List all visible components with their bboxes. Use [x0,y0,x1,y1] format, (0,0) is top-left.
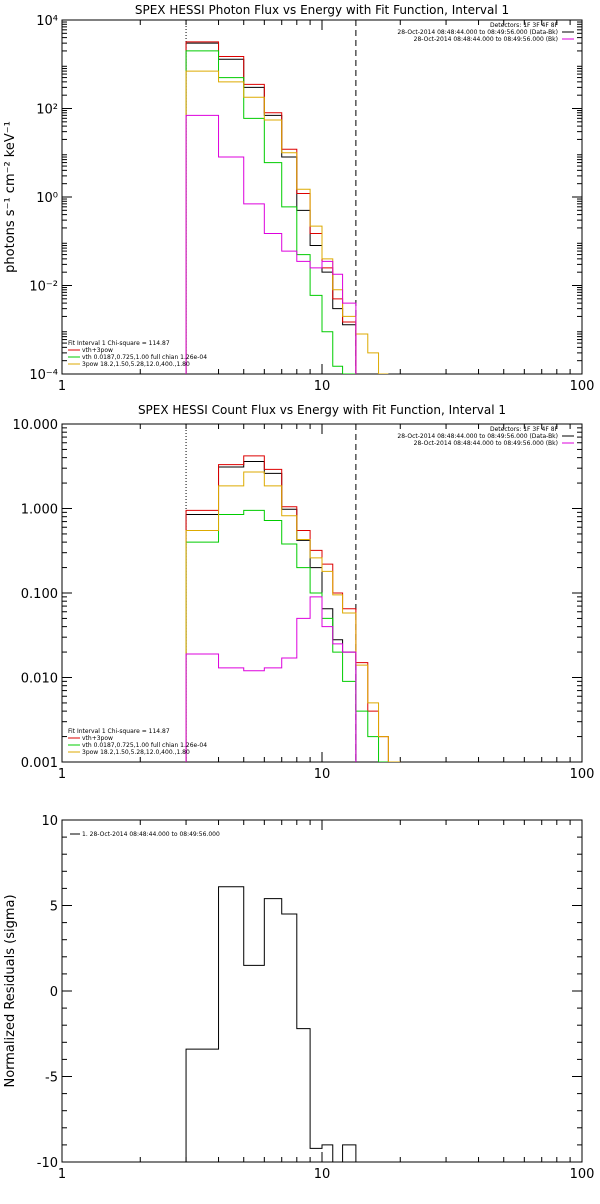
legend-bottom-left-entry: vth+3pow [82,735,113,742]
x-tick-label: 1 [58,767,66,782]
x-tick-label: 10 [314,379,331,394]
legend-top-right-entry: 28-Oct-2014 08:48:44.000 to 08:49:56.000… [397,29,558,36]
series-vth-3pow [185,41,357,374]
y-tick-label: 0 [50,985,58,1000]
series-vth [185,509,389,762]
series-vth [185,50,356,374]
series-bk [185,596,357,762]
legend-top-right-entry: 28-Oct-2014 08:48:44.000 to 08:49:56.000… [414,36,558,43]
y-tick-label: 10⁴ [36,14,58,29]
x-tick-label: 100 [570,379,595,394]
legend-top-left-entry: 1. 28-Oct-2014 08:48:44.000 to 08:49:56.… [82,831,220,838]
series-3pow [185,471,401,762]
x-tick-label: 100 [570,1167,595,1182]
series-group [185,41,389,374]
chart-panel-2 [61,423,583,763]
series-group [185,886,357,1162]
legend-top-right-entry: 28-Oct-2014 08:48:44.000 to 08:49:56.000… [414,440,558,447]
chart-title: SPEX HESSI Count Flux vs Energy with Fit… [138,403,506,417]
x-tick-label: 100 [570,767,595,782]
legend-bottom-left-entry: vth 0.0187,0.725,1.00 full chian 1.26e-0… [82,742,207,749]
legend-bottom-left-entry: vth 0.0187,0.725,1.00 full chian 1.26e-0… [82,354,207,361]
legend-top-right-entry: Detectors: 1F 3F 4F 8F [490,22,559,29]
chart-panel-1: photons s⁻¹ cm⁻² keV⁻¹ [3,19,583,375]
legend-bottom-left-entry: Fit Interval 1 Chi-square = 114.87 [68,340,170,347]
y-tick-label: 1.000 [21,503,58,518]
x-tick-label: 1 [58,379,66,394]
series-vth-3pow [185,455,401,762]
series-bk [185,114,357,374]
series-data-bk [185,460,357,762]
y-tick-label: 10⁻² [29,280,58,295]
y-tick-label: 10.000 [13,418,59,433]
series-group [185,455,401,762]
series-3pow [185,70,389,374]
series-data-bk [185,42,357,374]
y-tick-label: 0.010 [21,672,58,687]
y-tick-label: 10⁻⁴ [29,368,58,383]
y-tick-label: 10 [41,814,58,829]
x-tick-label: 10 [314,1167,331,1182]
y-tick-label: 10² [36,103,58,118]
y-tick-label: 5 [50,900,58,915]
y-axis-label: photons s⁻¹ cm⁻² keV⁻¹ [3,121,18,273]
y-tick-label: 0.100 [21,587,58,602]
legend-bottom-left-entry: Fit Interval 1 Chi-square = 114.87 [68,728,170,735]
legend-top-right-entry: Detectors: 1F 3F 4F 8F [490,426,559,433]
series-residuals [185,886,357,1162]
chart-title: SPEX HESSI Photon Flux vs Energy with Fi… [135,3,509,17]
legend-top-right-entry: 28-Oct-2014 08:48:44.000 to 08:49:56.000… [397,433,558,440]
x-tick-label: 1 [58,1167,66,1182]
legend-bottom-left-entry: 3pow 18.2,1.50,5.28,12.0,400.,1.80 [82,749,190,756]
y-axis-label: Normalized Residuals (sigma) [3,894,18,1087]
plot-frame [61,819,583,1163]
y-tick-label: 0.001 [21,756,58,771]
legend-bottom-left-entry: 3pow 18.2,1.50,5.28,12.0,400.,1.80 [82,361,190,368]
legend-bottom-left-entry: vth+3pow [82,347,113,354]
y-tick-label: -10 [37,1156,58,1171]
y-tick-label: 10⁰ [36,191,58,206]
y-tick-label: -5 [45,1071,58,1086]
x-tick-label: 10 [314,767,331,782]
chart-panel-3: Normalized Residuals (sigma) [3,819,583,1163]
